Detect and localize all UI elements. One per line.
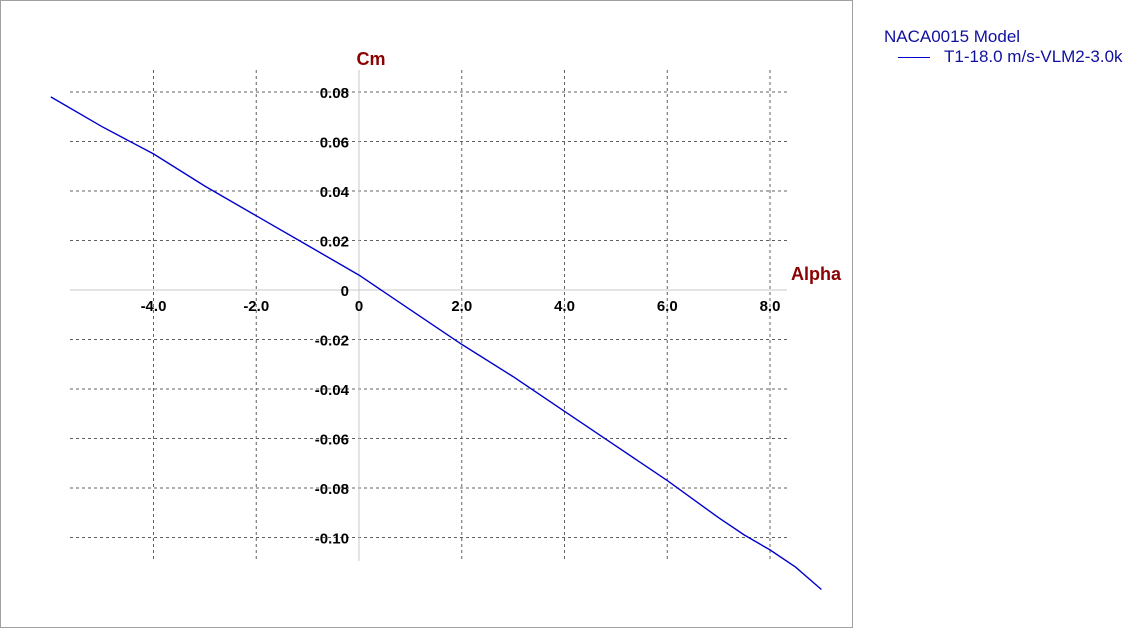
plot-panel: -4.0 -2.0 0 2.0 4.0 6.0 8.0 0.08 0.06 0.04 0.02 0 -0… <box>0 0 853 628</box>
x-axis-title: Alpha <box>791 264 842 284</box>
series-line <box>50 96 822 591</box>
x-tick-label: 0 <box>355 298 363 315</box>
legend-title: NACA0015 Model <box>884 27 1021 46</box>
x-tick-label: 6.0 <box>657 298 678 315</box>
y-tick-label: -0.06 <box>315 432 349 449</box>
y-tick-label: 0.08 <box>320 85 349 102</box>
x-tick-label: -2.0 <box>243 298 269 315</box>
chart-svg: -4.0 -2.0 0 2.0 4.0 6.0 8.0 0.08 0.06 0.04 0.02 0 -0… <box>50 49 842 591</box>
legend-series-label: T1-18.0 m/s-VLM2-3.0k <box>944 47 1123 66</box>
legend-entry: T1-18.0 m/s-VLM2-3.0k <box>898 47 1140 67</box>
y-tick-label: 0 <box>341 283 349 300</box>
y-tick-label: 0.02 <box>320 234 349 251</box>
x-tick-label: -4.0 <box>141 298 167 315</box>
tick-labels: -4.0 -2.0 0 2.0 4.0 6.0 8.0 0.08 0.06 0.04 0.02 0 -0… <box>141 85 781 548</box>
x-tick-label: 4.0 <box>554 298 575 315</box>
legend: NACA0015 Model T1-18.0 m/s-VLM2-3.0k <box>884 27 1140 67</box>
y-axis-title: Cm <box>356 49 385 69</box>
y-tick-label: -0.08 <box>315 481 349 498</box>
series-layer <box>50 96 822 591</box>
x-tick-label: 2.0 <box>451 298 472 315</box>
legend-swatch <box>898 56 930 58</box>
y-tick-label: -0.10 <box>315 531 349 548</box>
y-tick-label: 0.06 <box>320 135 349 152</box>
axes-layer <box>70 70 787 561</box>
x-tick-label: 8.0 <box>760 298 781 315</box>
y-tick-label: 0.04 <box>320 184 350 201</box>
y-tick-label: -0.02 <box>315 333 349 350</box>
y-tick-label: -0.04 <box>315 382 350 399</box>
grid-layer <box>70 70 787 561</box>
